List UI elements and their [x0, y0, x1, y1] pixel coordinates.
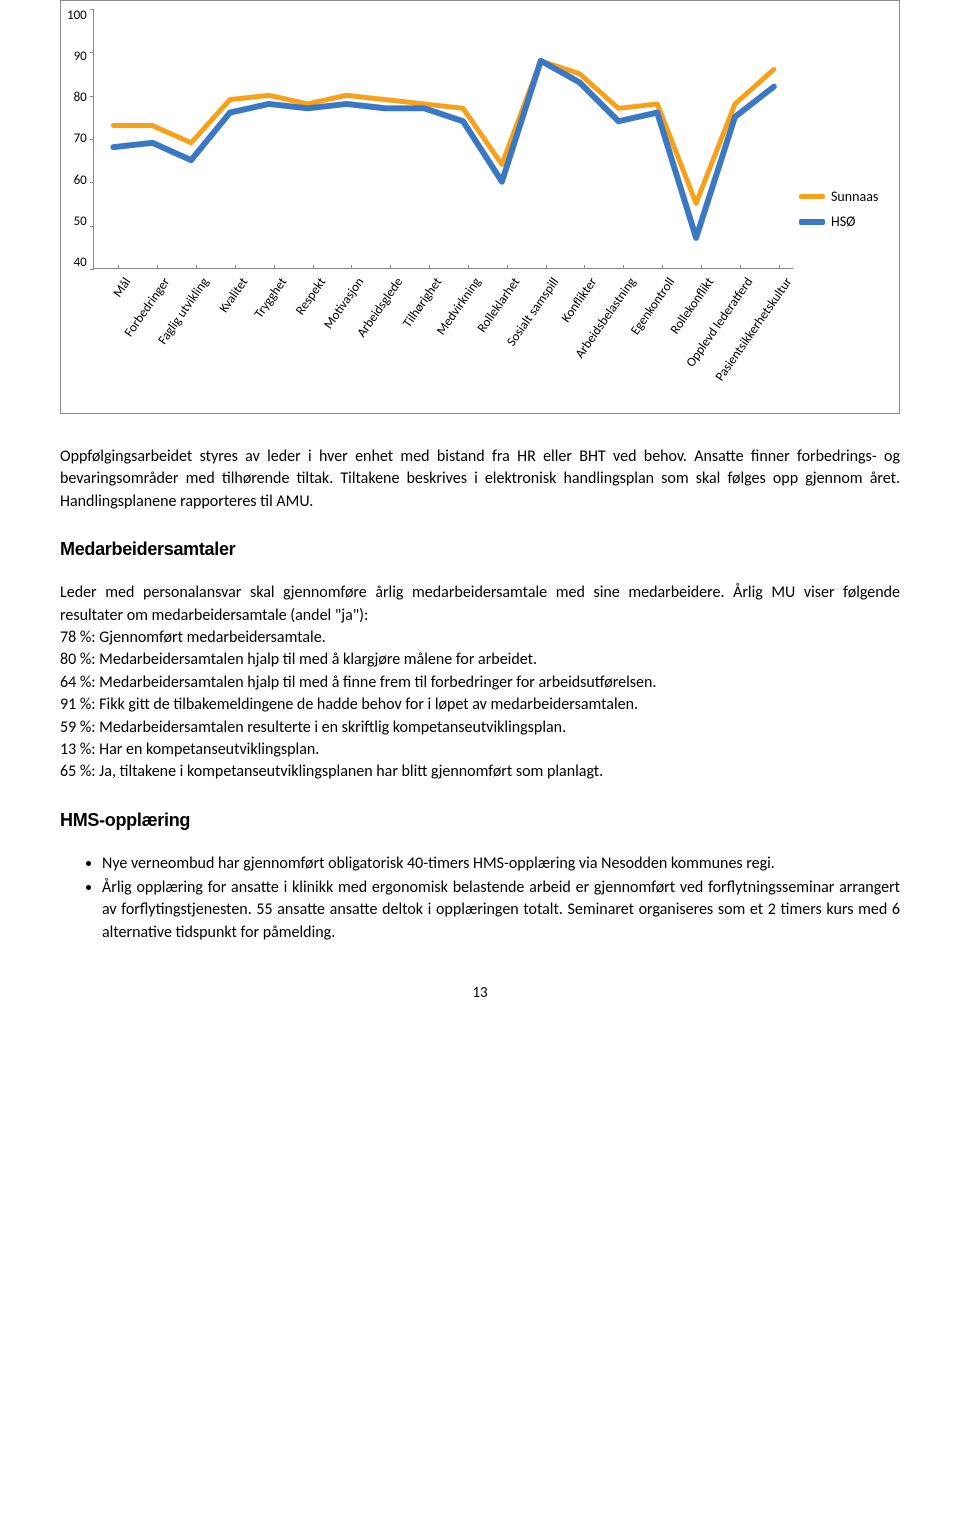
survey-chart: 100 90 80 70 60 50 40 MålForbedringerFaglig ut… — [60, 0, 900, 414]
medarbeider-stat-line: 78 %: Gjennomført medarbeidersamtale. — [60, 627, 900, 649]
legend-label: HSØ — [831, 213, 855, 230]
medarbeider-stat-line: 65 %: Ja, tiltakene i kompetanseutviklin… — [60, 761, 900, 783]
ytick-label: 50 — [67, 215, 87, 228]
medarbeider-block: Leder med personalansvar skal gjennomfør… — [60, 582, 900, 784]
ytick-label: 40 — [67, 256, 87, 269]
hms-bullet: Årlig opplæring for ansatte i klinikk me… — [102, 877, 900, 944]
xtick-label: Trygghet — [251, 275, 290, 321]
xtick-label: Pasientsikkerhetskultur — [712, 275, 795, 384]
legend-swatch — [799, 219, 825, 225]
page-number: 13 — [60, 984, 900, 1002]
intro-paragraph: Oppfølgingsarbeidet styres av leder i hv… — [60, 446, 900, 513]
ytick-label: 60 — [67, 174, 87, 187]
ytick-label: 70 — [67, 132, 87, 145]
chart-plot-area — [93, 9, 793, 269]
xtick-label: Respekt — [293, 275, 329, 318]
ytick-label: 90 — [67, 50, 87, 63]
hms-bullet: Nye verneombud har gjennomført obligator… — [102, 853, 900, 875]
legend-item: HSØ — [799, 213, 893, 230]
legend-swatch — [799, 194, 825, 199]
xtick-label: Mål — [111, 275, 135, 300]
medarbeider-stat-line: 59 %: Medarbeidersamtalen resulterte i e… — [60, 717, 900, 739]
ytick-label: 80 — [67, 91, 87, 104]
legend-label: Sunnaas — [831, 188, 878, 205]
chart-legend: Sunnaas HSØ — [793, 9, 893, 409]
medarbeider-stat-line: 91 %: Fikk gitt de tilbakemeldingene de … — [60, 694, 900, 716]
medarbeider-intro: Leder med personalansvar skal gjennomfør… — [60, 582, 900, 627]
ytick-label: 100 — [67, 9, 87, 22]
hms-bullet-list: Nye verneombud har gjennomført obligator… — [60, 853, 900, 945]
chart-xaxis: MålForbedringerFaglig utviklingKvalitetT… — [99, 269, 793, 409]
heading-hms: HMS-opplæring — [60, 810, 900, 831]
medarbeider-stat-line: 80 %: Medarbeidersamtalen hjalp til med … — [60, 649, 900, 671]
medarbeider-stat-line: 13 %: Har en kompetanseutviklingsplan. — [60, 739, 900, 761]
xtick-label: Kvalitet — [217, 275, 252, 316]
page: 100 90 80 70 60 50 40 MålForbedringerFaglig ut… — [0, 0, 960, 1052]
xtick-label: Konflikter — [559, 275, 601, 325]
medarbeider-stat-line: 64 %: Medarbeidersamtalen hjalp til med … — [60, 672, 900, 694]
legend-item: Sunnaas — [799, 188, 893, 205]
heading-medarbeidersamtaler: Medarbeidersamtaler — [60, 539, 900, 560]
